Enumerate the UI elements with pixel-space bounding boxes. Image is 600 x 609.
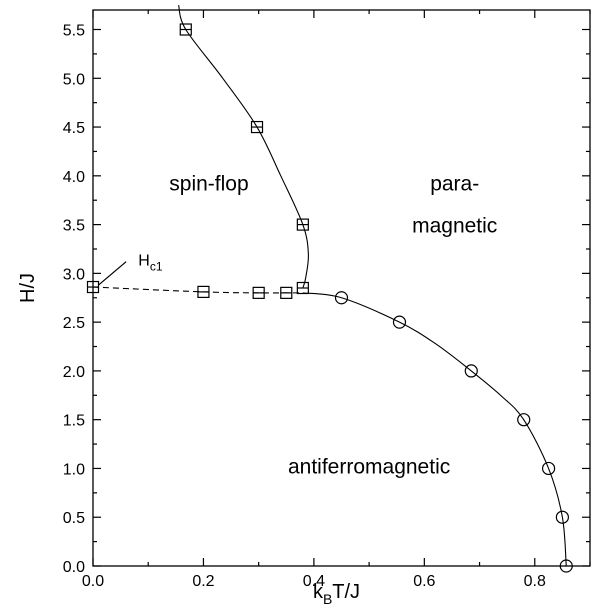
circle-marker bbox=[464, 364, 478, 378]
hc1-label-main: H bbox=[138, 253, 150, 270]
region-label: antiferromagnetic bbox=[288, 455, 450, 478]
x-tick-label: 0.4 bbox=[303, 573, 325, 590]
y-tick-label: 4.5 bbox=[63, 120, 85, 137]
region-label: magnetic bbox=[412, 214, 497, 237]
y-tick-label: 4.0 bbox=[63, 169, 85, 186]
y-tick-label: 3.0 bbox=[63, 266, 85, 283]
x-axis-label-sub: B bbox=[323, 591, 332, 607]
y-tick-label: 2.0 bbox=[63, 364, 85, 381]
x-axis-label-rest: T/J bbox=[332, 581, 360, 603]
y-axis-label: H/J bbox=[17, 273, 39, 303]
y-tick-label: 0.0 bbox=[63, 559, 85, 576]
circle-marker bbox=[334, 291, 349, 305]
x-axis-label: kBT/J bbox=[313, 581, 360, 607]
circle-marker bbox=[517, 413, 531, 427]
solid-boundary-curve bbox=[178, 4, 309, 289]
y-tick-label: 1.5 bbox=[63, 413, 85, 430]
x-axis-label-main: k bbox=[313, 581, 324, 603]
y-tick-label: 3.5 bbox=[63, 218, 85, 235]
hc1-label-sub: c1 bbox=[150, 260, 163, 274]
x-tick-label: 0.2 bbox=[192, 573, 214, 590]
x-tick-label: 0.8 bbox=[524, 573, 546, 590]
phase-boundary-curves bbox=[92, 4, 567, 567]
plot-frame bbox=[92, 9, 591, 567]
solid-boundary-curve bbox=[302, 292, 567, 567]
circle-marker bbox=[541, 461, 556, 476]
region-label: spin-flop bbox=[169, 172, 248, 195]
x-tick-label: 0.6 bbox=[413, 573, 435, 590]
circle-marker bbox=[559, 559, 573, 573]
hc1-pointer-line bbox=[98, 261, 127, 286]
y-tick-label: 5.5 bbox=[63, 23, 85, 40]
axis-ticks bbox=[92, 10, 591, 567]
y-tick-label: 2.5 bbox=[63, 315, 85, 332]
x-tick-label: 0.0 bbox=[82, 573, 104, 590]
y-tick-label: 1.0 bbox=[63, 461, 85, 478]
y-tick-label: 5.0 bbox=[63, 71, 85, 88]
circle-marker bbox=[555, 510, 569, 524]
region-label: para- bbox=[430, 172, 479, 195]
chart-labels: 0.0 0.2 0.4 0.6 0.8 0.0 0.5 1.0 1.5 2.0 2.5 3.0 3.5 4… bbox=[17, 23, 546, 607]
circle-marker bbox=[392, 315, 407, 329]
y-tick-label: 0.5 bbox=[63, 510, 85, 527]
data-markers bbox=[86, 23, 573, 573]
hc1-label: Hc1 bbox=[138, 253, 163, 274]
plot-border bbox=[92, 9, 591, 567]
